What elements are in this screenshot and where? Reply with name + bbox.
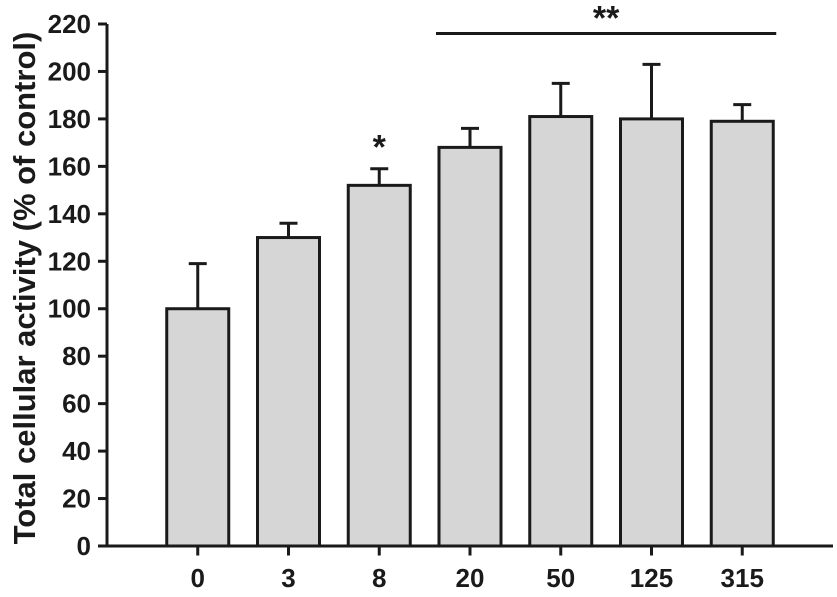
bar	[437, 145, 503, 548]
y-tick-label: 40	[62, 436, 91, 466]
y-tick-label: 100	[48, 294, 91, 324]
bar	[165, 307, 231, 548]
bar	[619, 117, 684, 548]
y-tick-label: 20	[62, 484, 91, 514]
y-tick-label: 200	[48, 56, 91, 86]
y-tick-label: 60	[62, 389, 91, 419]
x-tick-label: 8	[372, 563, 386, 593]
bar	[346, 183, 412, 548]
x-tick-label: 125	[630, 563, 673, 593]
bar	[709, 119, 775, 548]
y-tick-label: 160	[48, 151, 91, 181]
y-tick-label: 220	[48, 9, 91, 39]
bar	[256, 236, 321, 548]
y-axis-label: Total cellular activity (% of control)	[7, 31, 42, 545]
bar	[528, 115, 594, 548]
y-tick-label: 80	[62, 341, 91, 371]
y-tick-label: 0	[77, 531, 91, 561]
y-tick-label: 140	[48, 199, 91, 229]
x-tick-label: 20	[456, 563, 485, 593]
y-tick-label: 120	[48, 246, 91, 276]
x-tick-label: 3	[281, 563, 295, 593]
significance-bracket-label: **	[593, 0, 620, 37]
x-tick-label: 315	[721, 563, 764, 593]
y-tick-label: 180	[48, 104, 91, 134]
x-tick-label: 0	[191, 563, 205, 593]
significance-star: *	[373, 129, 387, 167]
x-tick-label: 50	[546, 563, 575, 593]
